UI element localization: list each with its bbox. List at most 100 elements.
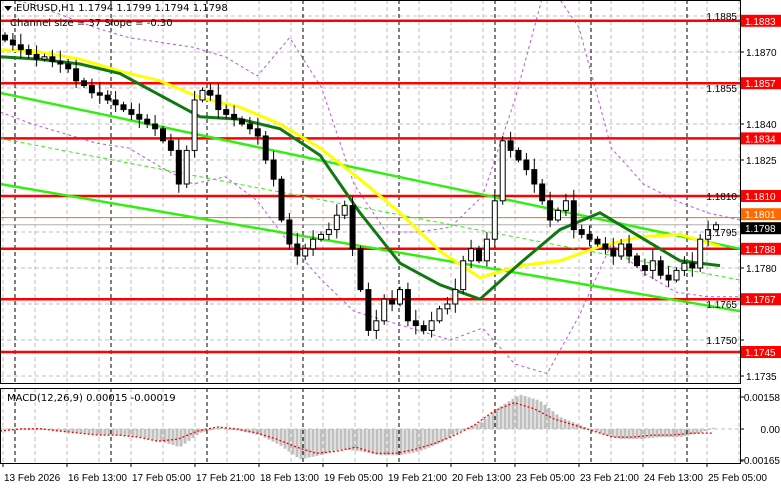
macd-histogram-bar [223,427,227,429]
macd-histogram-bar [191,429,195,439]
candle [325,229,332,235]
time-tick-label: 17 Feb 21:00 [196,473,255,484]
macd-histogram-bar [471,425,475,429]
macd-histogram-bar [179,429,183,447]
macd-histogram-bar [515,396,519,429]
candle [476,248,482,262]
time-tick-label: 16 Feb 13:00 [68,473,127,484]
macd-histogram-bar [315,429,319,456]
macd-histogram-bar [71,429,75,433]
macd-histogram-bar [287,429,291,452]
price-tick-label: 1.1840 [746,120,777,131]
macd-histogram-bar [159,429,163,442]
macd-histogram-bar [379,429,383,456]
macd-tick-label: 0.00 [761,425,781,436]
candle [9,39,16,46]
candle [586,233,593,240]
macd-histogram-bar [635,429,639,440]
candle [570,200,577,231]
candle [286,219,293,245]
candle [278,178,285,221]
macd-histogram-bar [323,429,327,454]
macd-histogram-bar [403,429,407,455]
candle [531,169,538,185]
candle [294,243,301,257]
candle [468,248,475,262]
macd-histogram-bar [699,429,703,433]
macd-histogram-bar [375,429,379,455]
candle [199,89,206,101]
macd-histogram-bar [491,412,495,429]
candle [657,260,664,276]
price-level-label: 1.1857 [745,79,776,90]
macd-histogram-bar [455,429,459,433]
price-level-badge [741,77,781,90]
macd-histogram-bar [639,429,643,440]
macd-histogram-bar [39,429,43,430]
candle [562,200,569,211]
macd-histogram-bar [203,429,207,432]
macd-histogram-bar [435,429,439,445]
macd-histogram-bar [459,429,463,431]
macd-histogram-bar [343,429,347,450]
candle [713,224,719,231]
macd-histogram-bar [475,424,479,429]
candle [310,238,317,250]
price-level-label: 1.1745 [745,348,776,359]
macd-tick-label: 0.00158 [744,393,781,404]
candle [25,49,32,55]
macd-histogram-bar [383,429,387,456]
candle [365,289,372,331]
price-tick-label: 1.1855 [706,84,737,95]
candle [523,159,530,171]
macd-histogram-bar [131,429,135,437]
macd-histogram-bar [327,429,331,453]
macd-histogram-bar [235,429,239,431]
candle [112,99,119,106]
macd-histogram-bar [663,429,667,438]
time-tick-label: 18 Feb 13:00 [260,473,319,484]
macd-histogram-bar [431,429,435,447]
macd-histogram-bar [619,429,623,440]
macd-histogram-bar [495,409,499,429]
price-level-label: 1.1883 [745,17,776,28]
macd-histogram-bar [251,429,255,434]
macd-histogram-bar [303,429,307,459]
macd-histogram-bar [347,429,351,451]
macd-histogram-bar [359,429,363,452]
macd-histogram-bar [643,429,647,439]
candle [246,123,253,130]
macd-histogram-bar [283,429,287,449]
macd-histogram-bar [531,398,535,429]
macd-histogram-bar [79,429,83,434]
macd-histogram-bar [199,429,203,433]
triangle-down-icon[interactable] [4,5,12,11]
macd-histogram-bar [167,429,171,444]
macd-histogram-bar [511,398,515,429]
main-panel-border [0,0,741,384]
macd-histogram-bar [603,429,607,435]
macd-histogram-bar [499,406,503,429]
candle [191,99,198,151]
macd-histogram-bar [659,429,663,438]
macd-histogram-bar [419,429,423,451]
time-tick-label: 13 Feb 2026 [4,473,61,484]
macd-histogram-bar [355,429,359,451]
macd-histogram-bar [427,429,431,448]
candle [104,94,111,101]
candle [128,109,135,115]
price-level-badge [741,208,781,221]
candle [318,233,324,240]
macd-histogram-bar [3,428,7,430]
macd-histogram-bar [623,429,627,440]
macd-histogram-bar [399,429,403,456]
candle [547,200,554,221]
symbol-header: EURUSD,H1 1.1794 1.1799 1.1794 1.1798 [4,3,228,15]
macd-histogram-bar [87,429,91,434]
time-tick-label: 23 Feb 21:00 [580,473,639,484]
price-tick-label: 1.1735 [746,372,777,383]
macd-histogram-bar [387,429,391,456]
macd-histogram-bar [7,428,11,430]
macd-histogram-bar [207,429,211,431]
